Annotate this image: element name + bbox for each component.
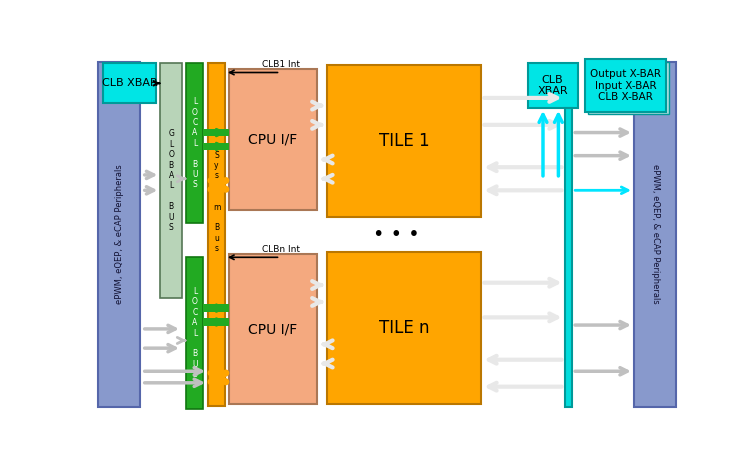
Bar [98, 62, 141, 407]
Bar [587, 62, 668, 114]
Bar [103, 63, 156, 103]
Bar [203, 318, 229, 326]
Bar [187, 257, 203, 409]
Bar [528, 63, 578, 108]
Bar [229, 69, 318, 210]
Text: ePWM, eQEP, & eCAP Peripherals: ePWM, eQEP, & eCAP Peripherals [650, 164, 659, 304]
Text: CLB
XBAR: CLB XBAR [538, 75, 568, 96]
Bar [634, 62, 676, 407]
Text: TILE n: TILE n [380, 319, 429, 337]
Text: • • •: • • • [373, 225, 420, 244]
Bar [160, 63, 182, 298]
Bar [203, 304, 229, 312]
Text: CLB1 Int: CLB1 Int [262, 60, 300, 69]
Text: S
y
s
t
 
m
 
B
u
s: S y s t m B u s [213, 150, 220, 253]
Bar [327, 252, 482, 404]
Bar [229, 254, 318, 404]
Bar [187, 63, 203, 224]
Text: CPU I/F: CPU I/F [249, 132, 298, 146]
Text: L
O
C
A
L
 
B
U
S: L O C A L B U S [192, 287, 198, 379]
Bar [327, 65, 482, 217]
Bar [585, 59, 666, 112]
Text: L
O
C
A
L
 
B
U
S: L O C A L B U S [192, 97, 198, 189]
Text: CLB XBAR: CLB XBAR [101, 78, 157, 88]
Text: CLBn Int: CLBn Int [262, 245, 300, 254]
Text: ePWM, eQEP, & eCAP Peripherals: ePWM, eQEP, & eCAP Peripherals [115, 164, 123, 304]
Bar [203, 129, 229, 137]
Bar [208, 63, 225, 406]
Text: Output X-BAR
Input X-BAR
CLB X-BAR: Output X-BAR Input X-BAR CLB X-BAR [590, 69, 662, 102]
Text: TILE 1: TILE 1 [379, 132, 429, 150]
Text: G
L
O
B
A
L
 
B
U
S: G L O B A L B U S [168, 129, 174, 232]
Bar [203, 143, 229, 150]
Text: CPU I/F: CPU I/F [249, 322, 298, 336]
Bar [565, 108, 572, 407]
